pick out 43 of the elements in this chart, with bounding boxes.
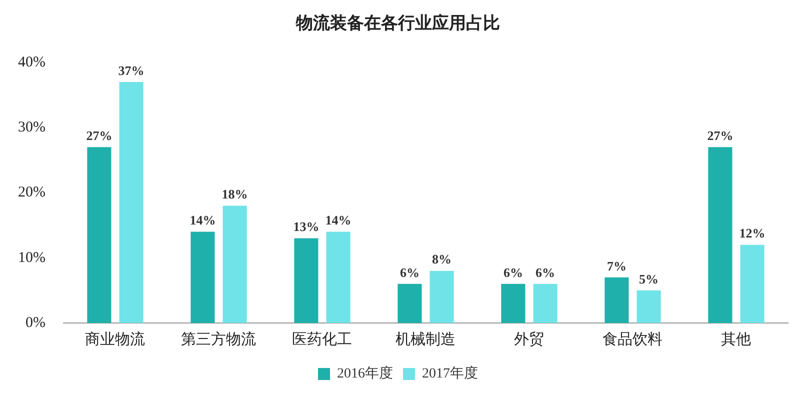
y-tick-label: 30% — [18, 119, 46, 136]
data-label: 27% — [707, 128, 734, 143]
bar — [326, 232, 350, 323]
chart-title: 物流装备在各行业应用占比 — [295, 14, 500, 33]
data-label: 8% — [432, 252, 452, 267]
data-label: 5% — [639, 271, 659, 286]
legend-label: 2016年度 — [337, 366, 393, 382]
data-label: 37% — [118, 62, 144, 78]
bar — [222, 206, 247, 323]
bar — [740, 244, 764, 323]
data-label: 13% — [293, 219, 320, 234]
bar — [430, 270, 454, 323]
y-tick-label: 10% — [18, 250, 46, 266]
x-tick-label: 机械制造 — [396, 330, 456, 348]
x-tick-label: 第三方物流 — [181, 330, 256, 348]
data-label: 6% — [400, 264, 420, 280]
legend-label: 2017年度 — [422, 366, 478, 382]
bar — [119, 82, 144, 323]
y-tick-label: 40% — [18, 54, 46, 70]
bar — [636, 290, 661, 323]
data-label: 6% — [536, 264, 556, 280]
bar — [501, 284, 526, 323]
bar — [190, 232, 215, 323]
bar — [398, 284, 422, 323]
data-label: 27% — [86, 128, 112, 143]
data-label: 6% — [503, 264, 523, 280]
data-label: 12% — [739, 226, 766, 241]
data-label: 14% — [190, 212, 216, 228]
bar — [604, 277, 629, 323]
data-label: 18% — [222, 186, 248, 202]
x-tick-label: 其他 — [721, 330, 752, 348]
x-tick-label: 商业物流 — [85, 330, 146, 348]
y-tick-label: 0% — [25, 314, 46, 331]
x-tick-label: 医药化工 — [292, 330, 352, 348]
data-label: 7% — [606, 258, 626, 274]
bar — [294, 238, 318, 323]
y-tick-label: 20% — [18, 184, 46, 201]
x-tick-label: 食品饮料 — [602, 330, 663, 348]
x-tick-label: 外贸 — [514, 330, 544, 348]
bar — [708, 147, 732, 323]
data-label: 14% — [325, 212, 352, 228]
bar — [87, 147, 112, 323]
bar — [533, 284, 558, 323]
